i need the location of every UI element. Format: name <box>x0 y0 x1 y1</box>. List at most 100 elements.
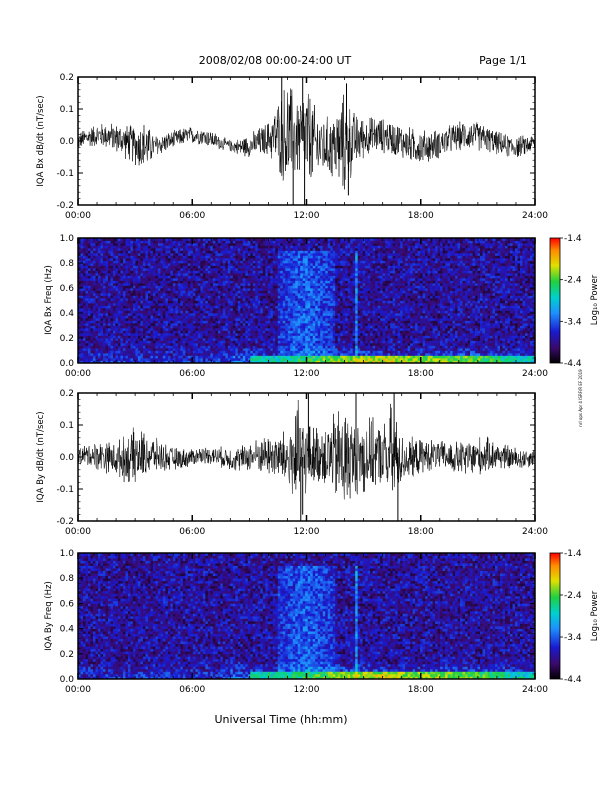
heatmap-cell <box>275 325 279 329</box>
heatmap-cell <box>182 350 186 354</box>
heatmap-cell <box>135 313 139 316</box>
heatmap-cell <box>260 293 264 296</box>
heatmap-cell <box>142 280 146 284</box>
heatmap-cell <box>192 300 196 304</box>
heatmap-cell <box>232 355 236 359</box>
heatmap-cell <box>215 353 219 356</box>
heatmap-cell <box>177 290 181 294</box>
heatmap-cell <box>150 303 154 306</box>
heatmap-cell <box>92 343 96 346</box>
heatmap-cell <box>140 290 144 294</box>
heatmap-cell <box>97 323 101 326</box>
heatmap-cell <box>307 335 311 339</box>
heatmap-cell <box>175 253 179 256</box>
heatmap-cell <box>90 288 94 291</box>
heatmap-cell <box>162 273 166 276</box>
heatmap-cell <box>307 265 311 269</box>
heatmap-cell <box>225 268 229 271</box>
heatmap-cell <box>307 308 311 311</box>
heatmap-cell <box>297 320 301 324</box>
heatmap-cell <box>255 315 259 319</box>
heatmap-cell <box>240 300 244 304</box>
heatmap-cell <box>285 280 289 284</box>
heatmap-cell <box>237 315 241 319</box>
heatmap-cell <box>215 333 219 336</box>
heatmap-cell <box>92 290 96 294</box>
heatmap-cell <box>277 333 281 336</box>
heatmap-cell <box>317 335 321 339</box>
heatmap-cell <box>95 270 99 274</box>
heatmap-cell <box>85 275 89 279</box>
heatmap-cell <box>247 265 251 269</box>
heatmap-cell <box>187 298 191 301</box>
heatmap-cell <box>220 328 224 331</box>
heatmap-cell <box>287 328 291 331</box>
heatmap-cell <box>197 270 201 274</box>
heatmap-cell <box>150 308 154 311</box>
heatmap-cell <box>272 293 276 296</box>
heatmap-cell <box>317 243 321 246</box>
heatmap-cell <box>112 253 116 256</box>
y-tick-label: -0.1 <box>56 169 74 179</box>
heatmap-cell <box>152 338 156 341</box>
heatmap-cell <box>170 315 174 319</box>
heatmap-cell <box>185 320 189 324</box>
heatmap-cell <box>247 315 251 319</box>
heatmap-cell <box>167 325 171 329</box>
heatmap-cell <box>90 310 94 314</box>
heatmap-cell <box>240 353 244 356</box>
heatmap-cell <box>82 290 86 294</box>
heatmap-cell <box>82 300 86 304</box>
heatmap-cell <box>192 240 196 244</box>
heatmap-cell <box>210 298 214 301</box>
heatmap-cell <box>307 243 311 246</box>
heatmap-cell <box>95 320 99 324</box>
heatmap-cell <box>227 293 231 296</box>
heatmap-cell <box>90 338 94 341</box>
heatmap-cell <box>107 295 111 299</box>
heatmap-cell <box>265 328 269 331</box>
heatmap-cell <box>217 355 221 359</box>
heatmap-cell <box>272 335 276 339</box>
heatmap-cell <box>232 350 236 354</box>
heatmap-cell <box>125 348 129 351</box>
heatmap-cell <box>240 320 244 324</box>
heatmap-cell <box>78 308 81 311</box>
heatmap-cell <box>117 358 121 361</box>
heatmap-cell <box>202 263 206 266</box>
heatmap-cell <box>210 283 214 286</box>
heatmap-cell <box>310 303 314 306</box>
heatmap-cell <box>155 265 159 269</box>
heatmap-cell <box>165 355 169 359</box>
heatmap-cell <box>105 358 109 361</box>
heatmap-cell <box>170 258 174 261</box>
heatmap-cell <box>230 238 234 241</box>
heatmap-cell <box>247 290 251 294</box>
heatmap-cell <box>105 240 109 244</box>
heatmap-cell <box>185 238 189 241</box>
bx-dbdt-trace <box>78 77 535 205</box>
heatmap-cell <box>287 333 291 336</box>
heatmap-cell <box>205 285 209 289</box>
heatmap-cell <box>162 313 166 316</box>
heatmap-cell <box>155 295 159 299</box>
heatmap-cell <box>265 340 269 344</box>
heatmap-cell <box>152 320 156 324</box>
heatmap-cell <box>172 238 176 241</box>
heatmap-cell <box>245 288 249 291</box>
heatmap-cell <box>312 303 316 306</box>
heatmap-cell <box>97 255 101 259</box>
heatmap-cell <box>78 355 81 359</box>
heatmap-cell <box>92 355 96 359</box>
heatmap-cell <box>192 330 196 334</box>
heatmap-cell <box>232 353 236 356</box>
heatmap-cell <box>230 325 234 329</box>
heatmap-cell <box>147 343 151 346</box>
heatmap-cell <box>215 313 219 316</box>
heatmap-cell <box>100 325 104 329</box>
heatmap-cell <box>157 345 161 349</box>
heatmap-cell <box>232 263 236 266</box>
heatmap-cell <box>190 353 194 356</box>
heatmap-cell <box>210 303 214 306</box>
heatmap-cell <box>145 310 149 314</box>
